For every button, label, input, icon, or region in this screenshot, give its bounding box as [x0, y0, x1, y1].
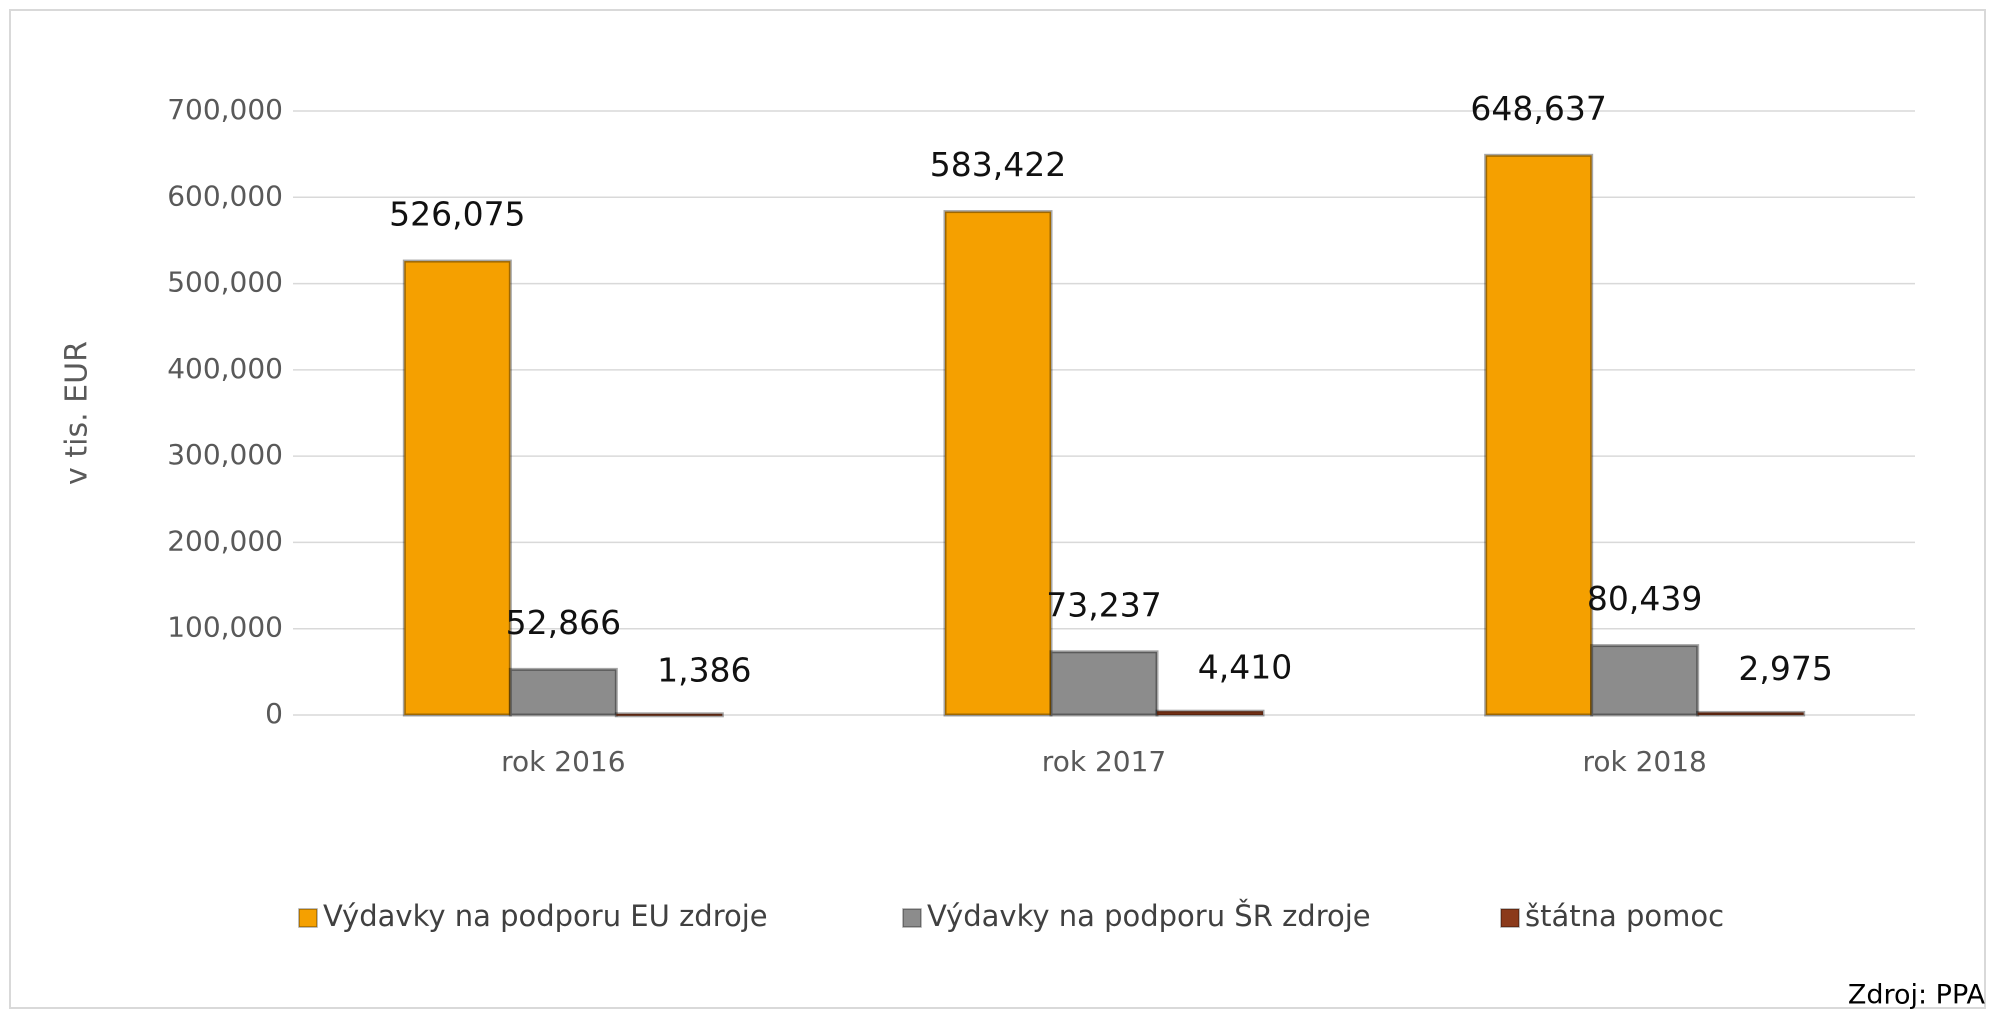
y-tick-label: 400,000: [167, 352, 283, 385]
bar: [1155, 709, 1265, 717]
x-tick-label: rok 2018: [1582, 745, 1706, 778]
legend-swatch: [902, 908, 922, 928]
y-tick-label: 200,000: [167, 524, 283, 557]
bar: [1590, 644, 1700, 717]
bar: [508, 667, 618, 717]
value-label: 1,386: [657, 650, 751, 689]
legend-label: Výdavky na podporu EU zdroje: [323, 899, 768, 933]
y-tick-label: 700,000: [167, 93, 283, 126]
value-label: 4,410: [1198, 648, 1292, 687]
y-tick-label: 600,000: [167, 179, 283, 212]
x-tick-label: rok 2017: [1042, 745, 1166, 778]
value-label: 583,422: [930, 145, 1066, 184]
value-label: 648,637: [1470, 89, 1606, 128]
source-note: Zdroj: PPA: [1848, 980, 1986, 1011]
y-tick-label: 100,000: [167, 611, 283, 644]
bar: [1696, 710, 1806, 717]
bar: [1049, 650, 1159, 717]
bar: [943, 210, 1053, 717]
legend-label: Výdavky na podporu ŠR zdroje: [927, 899, 1371, 933]
value-label: 52,866: [506, 603, 621, 642]
legend-swatch: [1500, 908, 1520, 928]
y-axis-label: v tis. EUR: [60, 341, 95, 485]
y-tick-label: 300,000: [167, 438, 283, 471]
chart-border: [9, 9, 1986, 1009]
x-tick-label: rok 2016: [501, 745, 625, 778]
y-tick-label: 500,000: [167, 266, 283, 299]
value-label: 526,075: [389, 195, 525, 234]
bar: [402, 259, 512, 717]
y-tick-label: 0: [265, 697, 283, 730]
value-label: 73,237: [1046, 585, 1161, 624]
bar: [614, 712, 724, 718]
bar: [1484, 153, 1594, 717]
legend-label: štátna pomoc: [1525, 899, 1724, 933]
legend-swatch: [298, 908, 318, 928]
value-label: 80,439: [1587, 579, 1702, 618]
value-label: 2,975: [1738, 649, 1832, 688]
